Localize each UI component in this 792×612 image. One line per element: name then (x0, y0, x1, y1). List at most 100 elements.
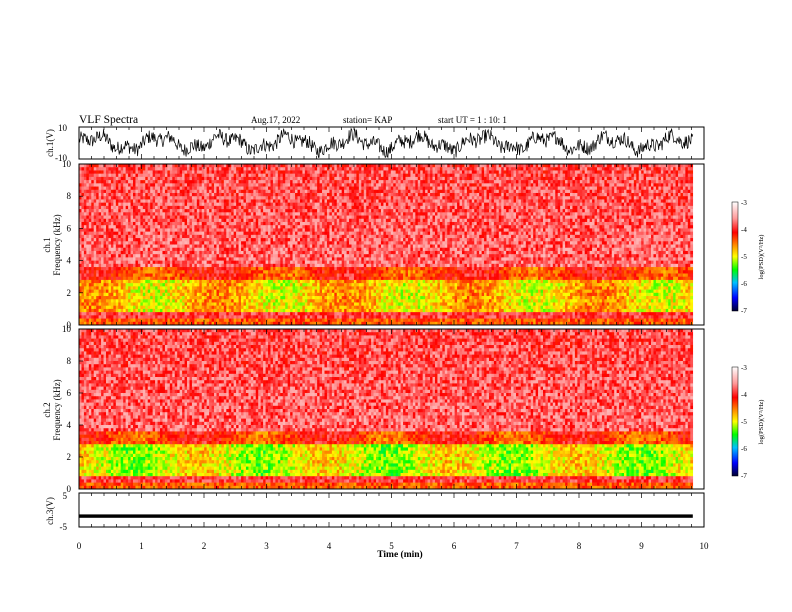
ch1-spectrogram-cell (211, 164, 215, 168)
ch1-spectrogram-cell (128, 247, 131, 252)
ch1-spectrogram-cell (206, 205, 210, 210)
ch1-spectrogram-cell (243, 164, 247, 168)
ch1-spectrogram-cell (167, 276, 171, 281)
ch1-spectrogram-cell (238, 276, 242, 281)
ch1-spectrogram-cell (238, 192, 242, 197)
ch1-spectrogram-cell (140, 183, 144, 187)
ch1-spectrogram-cell (233, 250, 237, 255)
ch1-spectrogram-cell (106, 302, 109, 306)
ch1-spectrogram-cell (147, 315, 151, 319)
ch1-spectrogram-cell (319, 286, 323, 290)
ch1-spectrogram-cell (133, 321, 136, 326)
ch1-spectrogram-cell (209, 209, 212, 213)
ch1-spectrogram-cell (86, 305, 90, 310)
ch1-spectrogram-cell (81, 173, 85, 178)
ch1-spectrogram-cell (194, 263, 198, 268)
ch1-spectrogram-cell (270, 199, 274, 203)
ch1-spectrogram-cell (307, 308, 311, 313)
ch1-spectrogram-cell (218, 225, 222, 229)
ch1-spectrogram-cell (317, 209, 320, 213)
ch1-spectrogram-cell (93, 209, 97, 213)
ch1-spectrogram-cell (113, 244, 117, 249)
ch1-spectrogram-cell (265, 228, 269, 232)
ch1-spectrogram-cell (221, 225, 225, 229)
ch1-spectrogram-cell (309, 205, 313, 210)
ch1-spectrogram-cell (115, 209, 119, 213)
ch1-spectrogram-cell (125, 180, 129, 184)
ch1-spectrogram-cell (206, 263, 210, 268)
ch1-spectrogram-cell (199, 228, 203, 232)
ch1-spectrogram-cell (299, 292, 303, 297)
ch1-spectrogram-cell (263, 296, 266, 300)
ch1-spectrogram-cell (164, 221, 168, 226)
ch1-spectrogram-cell (115, 221, 119, 226)
ch1-spectrogram-cell (177, 321, 180, 326)
ch1-spectrogram-cell (201, 267, 205, 271)
ch1-spectrogram-cell (157, 302, 161, 306)
ch1-spectrogram-cell (152, 302, 156, 306)
ch1-spectrogram-cell (187, 244, 190, 249)
ch1-spectrogram-cell (231, 244, 234, 249)
ch1-spectrogram-cell (160, 176, 163, 181)
ch1-spectrogram-cell (253, 176, 257, 181)
ch1-spectrogram-cell (258, 212, 261, 216)
ch1-spectrogram-cell (123, 292, 126, 297)
ch1-spectrogram-cell (277, 231, 281, 236)
ch1-spectrogram-cell (233, 205, 237, 210)
ch1-spectrogram-cell (317, 189, 320, 194)
ch1-spectrogram-cell (216, 209, 220, 213)
ch1-spectrogram-cell (238, 196, 242, 200)
ch1-spectrogram-cell (214, 308, 217, 313)
ch1-spectrogram-cell (209, 199, 212, 203)
ch1-spectrogram-cell (211, 296, 215, 300)
ch1-spectrogram-cell (317, 205, 320, 210)
ch1-spectrogram-cell (145, 315, 149, 319)
ch1-spectrogram-cell (174, 257, 178, 261)
ch1-spectrogram-cell (184, 176, 188, 181)
ch1-spectrogram-cell (91, 215, 95, 220)
ch1-spectrogram-cell (226, 260, 230, 265)
ch1-spectrogram-cell (162, 257, 166, 261)
ch1-spectrogram-cell (255, 176, 259, 181)
ch1-spectrogram-cell (214, 283, 217, 287)
ch1-spectrogram-cell (201, 218, 205, 223)
ch1-spectrogram-cell (103, 231, 107, 236)
ch1-spectrogram-cell (255, 318, 259, 323)
ch1-spectrogram-cell (295, 180, 298, 184)
ch1-spectrogram-cell (243, 247, 247, 252)
ch1-spectrogram-cell (196, 263, 200, 268)
station-label: station= KAP (343, 115, 392, 125)
ch1-spectrogram-cell (263, 318, 266, 323)
ch1-spectrogram-cell (169, 283, 173, 287)
ch1-spectrogram-cell (250, 244, 254, 249)
ch1-spectrogram-cell (147, 250, 151, 255)
ch1-spectrogram-cell (128, 186, 131, 191)
ch1-spectrogram-cell (98, 241, 102, 245)
ch1-spectrogram-cell (209, 225, 212, 229)
ch1-spectrogram-cell (88, 167, 92, 171)
ch1-spectrogram-cell (106, 196, 109, 200)
ch1-spectrogram-cell (218, 186, 222, 191)
ch1-spectrogram-cell (282, 299, 286, 303)
ch1-spectrogram-cell (96, 234, 99, 239)
ch1-spectrogram-cell (147, 257, 151, 261)
ch1-spectrogram-cell (167, 321, 171, 326)
ch1-spectrogram-cell (83, 273, 87, 277)
ch1-spectrogram-cell (174, 221, 178, 226)
ch1-spectrogram-cell (137, 234, 141, 239)
ch1-spectrogram-cell (96, 215, 99, 220)
ch1-spectrogram-cell (179, 167, 183, 171)
ch1-spectrogram-cell (319, 276, 323, 281)
ch1-spectrogram-cell (120, 244, 124, 249)
ch1-spectrogram-cell (169, 205, 173, 210)
ch1-spectrogram-cell (322, 173, 325, 178)
ch1-spectrogram-cell (169, 308, 173, 313)
ch1-spectrogram-cell (268, 267, 271, 271)
ch1-spectrogram-cell (191, 225, 195, 229)
ch1-spectrogram-cell (253, 234, 257, 239)
ch1-spectrogram-cell (187, 273, 190, 277)
ch1-spectrogram-cell (81, 254, 85, 258)
ch1-spectrogram-cell (201, 180, 205, 184)
ch1-spectrogram-cell (218, 183, 222, 187)
ch1-spectrogram-cell (290, 221, 293, 226)
